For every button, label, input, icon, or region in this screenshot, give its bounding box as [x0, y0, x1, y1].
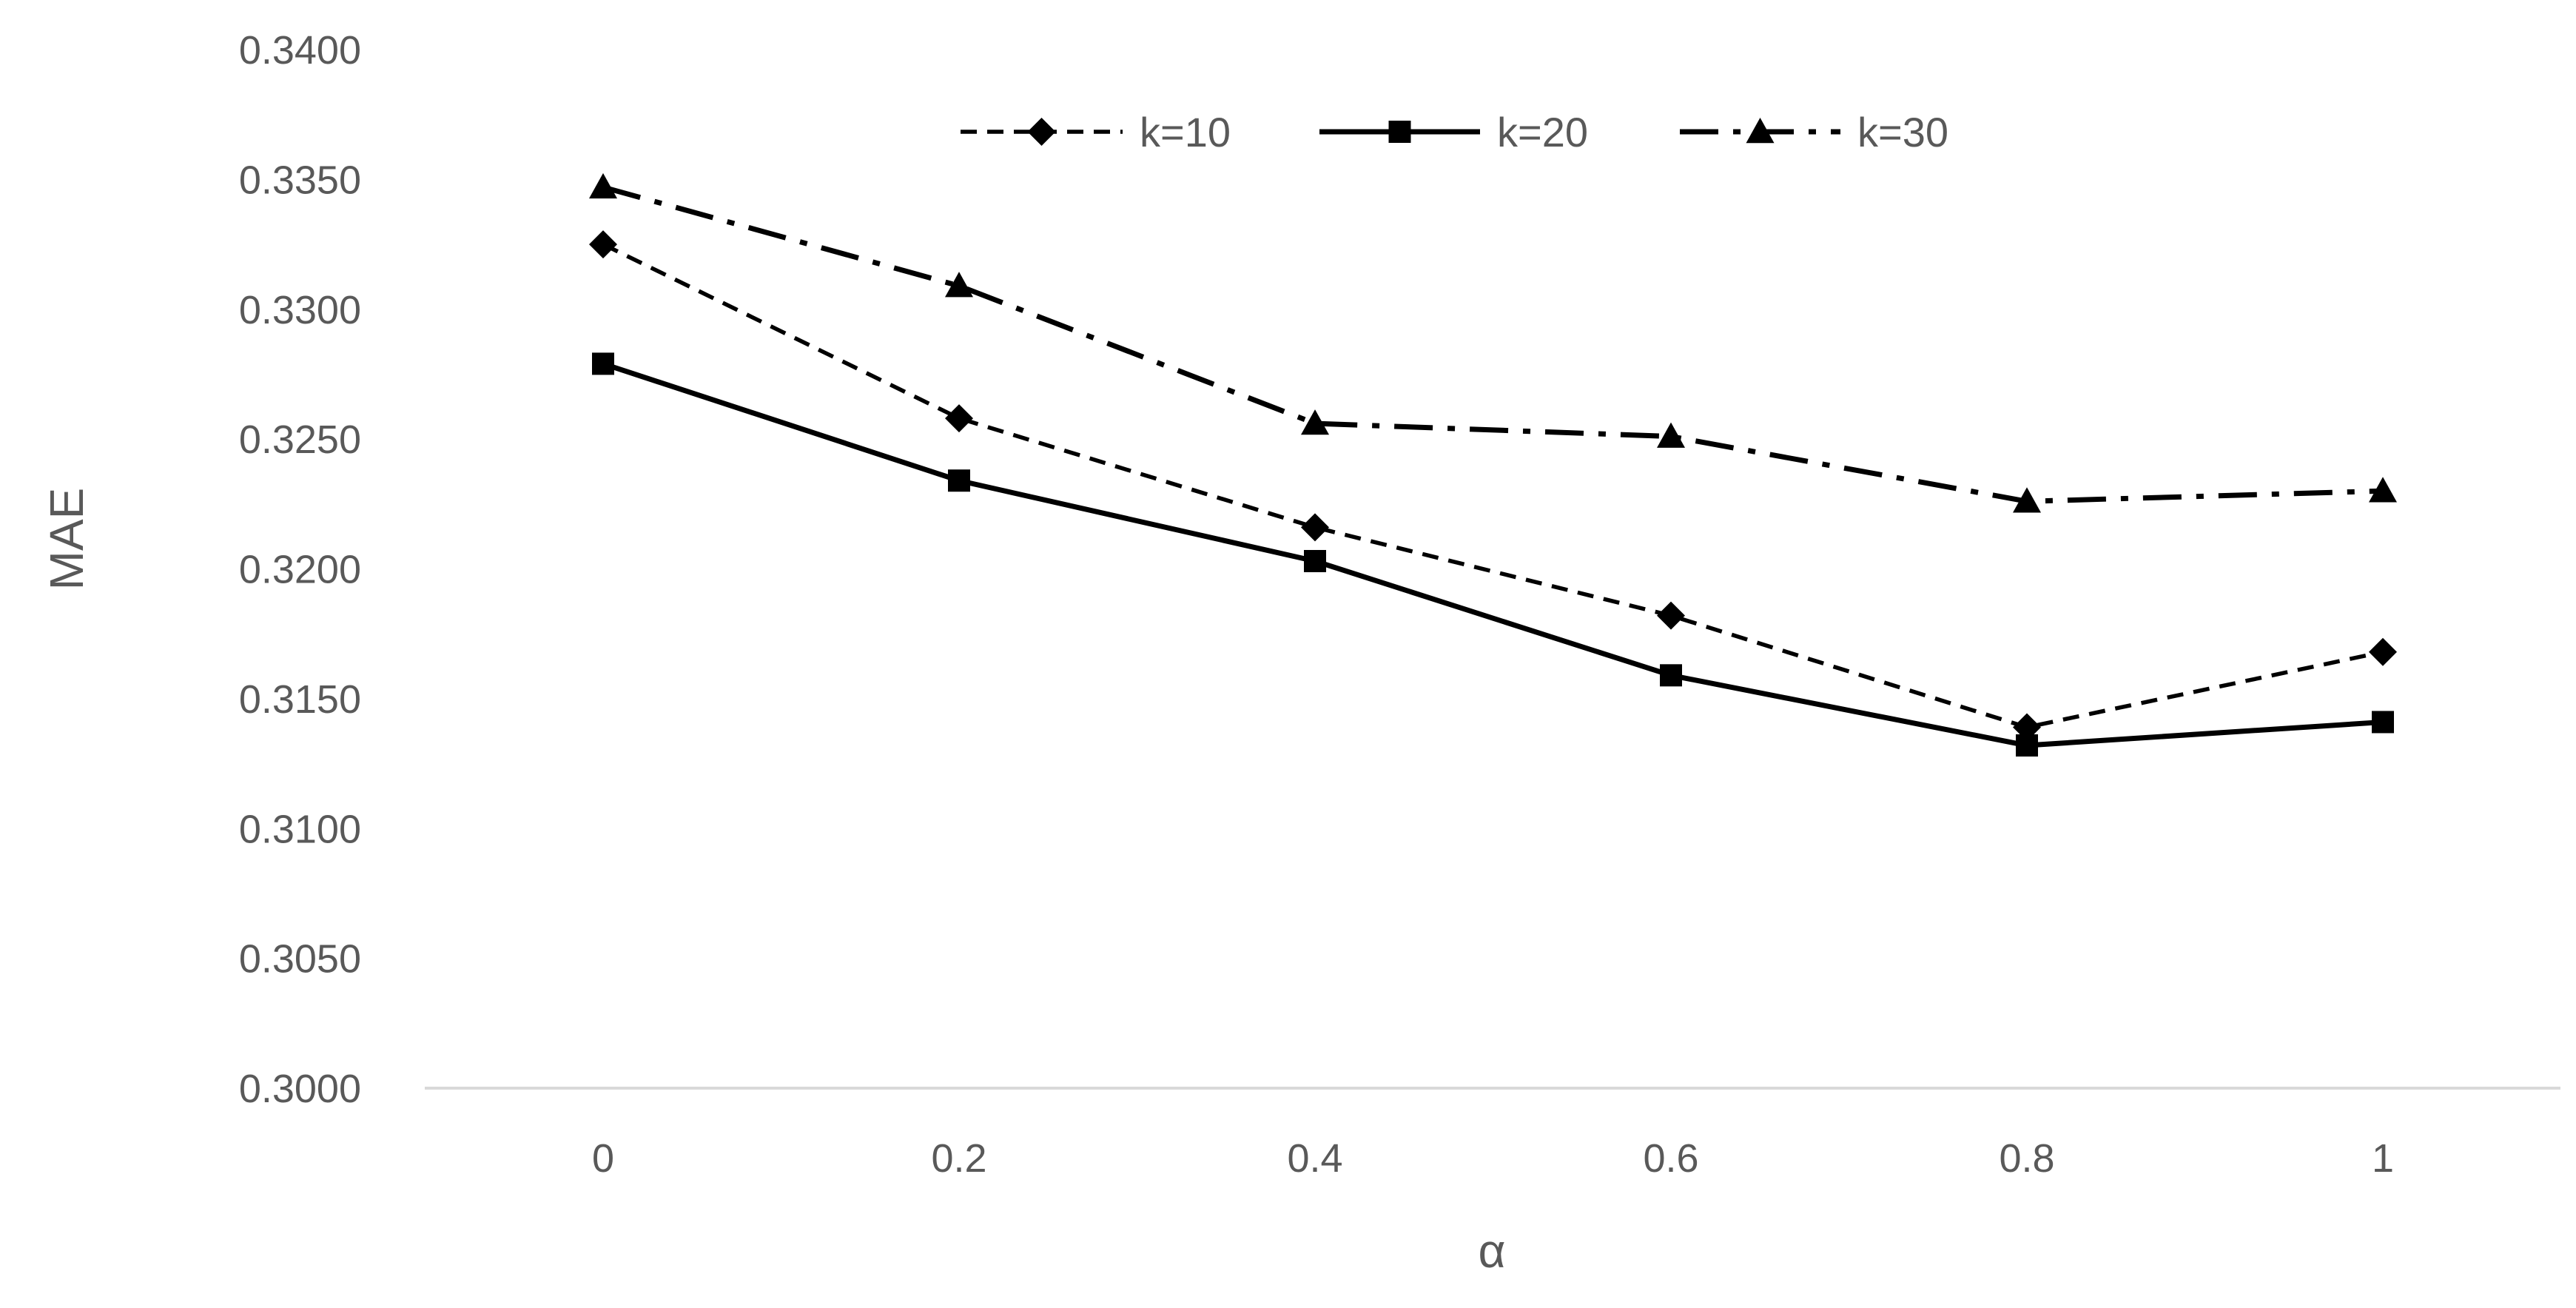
- data-point: [1657, 601, 1685, 630]
- data-point: [2369, 637, 2397, 666]
- legend-marker: [1746, 118, 1775, 144]
- data-point: [1304, 549, 1326, 572]
- series-line: [602, 242, 2384, 730]
- x-tick-label: 0.4: [1287, 1136, 1342, 1181]
- data-point: [589, 230, 617, 259]
- series-line: [602, 184, 2384, 504]
- data-point: [945, 272, 973, 298]
- data-point: [945, 404, 973, 433]
- y-tick-label: 0.3000: [239, 1067, 361, 1111]
- data-point: [2013, 487, 2041, 513]
- data-point: [2372, 711, 2394, 734]
- data-point: [1657, 422, 1685, 448]
- x-tick-label: 0.2: [931, 1136, 986, 1181]
- series-k=20: [592, 352, 2394, 757]
- legend-label: k=10: [1140, 109, 1231, 155]
- legend: k=10 k=20 k=30: [961, 109, 1948, 155]
- x-tick-label: 1: [2372, 1136, 2394, 1181]
- series-k=30: [589, 172, 2397, 513]
- y-tick-label: 0.3300: [239, 288, 361, 332]
- y-tick-label: 0.3050: [239, 937, 361, 982]
- x-tick-label: 0.8: [1999, 1136, 2054, 1181]
- x-axis-title: α: [1479, 1224, 1506, 1278]
- legend-label: k=20: [1497, 109, 1588, 155]
- legend-label: k=30: [1857, 109, 1948, 155]
- data-point: [1301, 513, 1329, 542]
- legend-marker: [1388, 121, 1411, 143]
- data-point: [948, 469, 970, 492]
- y-tick-label: 0.3100: [239, 807, 361, 851]
- legend-marker: [1027, 118, 1056, 146]
- series-layer: [589, 172, 2397, 757]
- data-point: [589, 172, 617, 199]
- data-point: [592, 352, 614, 375]
- x-tick-label: 0: [592, 1136, 614, 1181]
- legend-item: k=10: [961, 109, 1231, 155]
- series-k=10: [589, 230, 2397, 742]
- legend-item: k=30: [1680, 109, 1948, 155]
- y-tick-label: 0.3350: [239, 158, 361, 202]
- y-axis-ticks: 0.3000 0.3050 0.3100 0.3150 0.3200 0.3250 0.33…: [239, 28, 361, 1111]
- data-point: [1660, 664, 1682, 687]
- y-axis-title: MAE: [40, 488, 93, 591]
- y-tick-label: 0.3250: [239, 417, 361, 462]
- data-point: [2369, 477, 2397, 503]
- y-tick-label: 0.3200: [239, 548, 361, 592]
- y-tick-label: 0.3400: [239, 28, 361, 73]
- data-point: [2013, 713, 2041, 742]
- data-point: [2016, 734, 2038, 757]
- data-point: [1301, 409, 1329, 435]
- y-tick-label: 0.3150: [239, 677, 361, 722]
- series-line: [602, 361, 2384, 748]
- x-tick-label: 0.6: [1643, 1136, 1698, 1181]
- legend-item: k=20: [1319, 109, 1588, 155]
- x-axis-ticks: 0 0.2 0.4 0.6 0.8 1: [592, 1136, 2394, 1181]
